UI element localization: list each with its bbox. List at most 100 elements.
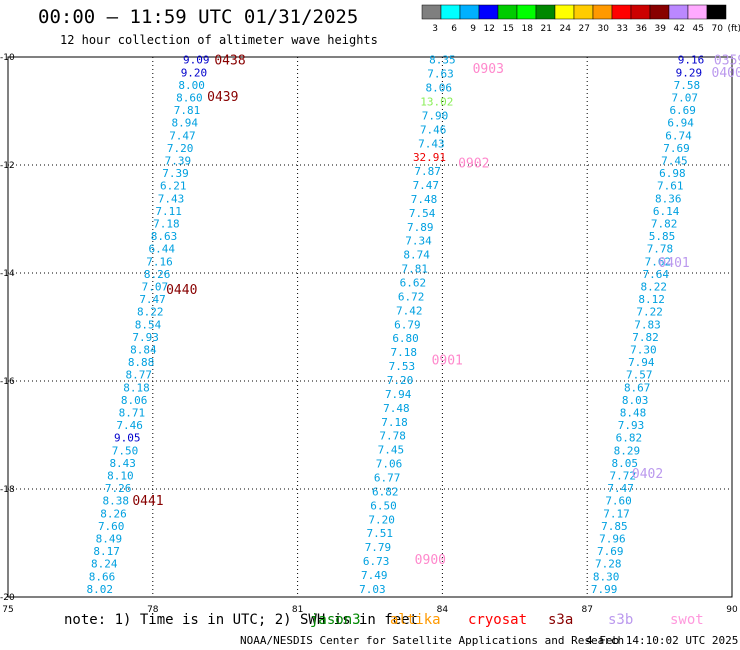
colorbar-label: 33 <box>617 24 628 34</box>
colorbar-swatch <box>478 4 499 20</box>
axes: 75 78 81 84 87 90 -10 -12 -14 -16 -18 -20 <box>0 53 738 615</box>
wave-height-label: 7.94 <box>385 388 412 401</box>
x-tick-label: 81 <box>292 605 303 615</box>
colorbar-swatch <box>421 4 442 20</box>
wave-height-label: 8.48 <box>620 407 647 420</box>
colorbar-label: 24 <box>560 24 572 34</box>
wave-height-label: 7.20 <box>167 142 194 155</box>
time-labels: 0438 0439 0440 0441 0903 0902 0901 0900 03590400… <box>132 54 740 569</box>
wave-height-label: 7.49 <box>361 569 388 582</box>
pass-time-label: 0900 <box>415 553 446 568</box>
wave-height-label: 7.47 <box>607 482 634 495</box>
wave-height-label: 7.99 <box>591 583 618 596</box>
footer-credit: NOAA/NESDIS Center for Satellite Applica… <box>240 634 625 647</box>
wave-height-label: 8.06 <box>425 82 452 95</box>
wave-height-label: 7.60 <box>605 495 632 508</box>
colorbar-label: 45 <box>693 24 704 34</box>
x-tick-label: 90 <box>726 605 738 615</box>
wave-height-label: 13.02 <box>420 95 453 108</box>
wave-height-label: 7.30 <box>630 344 657 357</box>
colorbar-swatch <box>459 4 480 20</box>
wave-height-label: 7.69 <box>663 142 690 155</box>
wave-height-label: 7.83 <box>634 318 661 331</box>
wave-height-label: 8.26 <box>100 507 127 520</box>
units-note: note: 1) Time is in UTC; 2) SWH is in fe… <box>64 612 419 628</box>
wave-height-label: 7.46 <box>116 419 143 432</box>
wave-height-label: 7.43 <box>158 192 185 205</box>
x-tick-label: 84 <box>437 605 449 615</box>
wave-height-label: 8.60 <box>176 92 203 105</box>
wave-height-label: 8.29 <box>614 444 641 457</box>
colorbar-label: 6 <box>451 24 457 34</box>
wave-height-label: 8.77 <box>126 369 153 382</box>
colorbar-swatch <box>497 4 518 20</box>
wave-height-label: 8.22 <box>137 306 164 319</box>
colorbar-swatch <box>668 4 689 20</box>
colorbar-label: 3 <box>432 24 438 34</box>
wave-height-label: 7.50 <box>112 444 139 457</box>
wave-height-label: 7.72 <box>609 470 636 483</box>
wave-height-label: 7.48 <box>383 402 410 415</box>
pass-time-label: 0402 <box>632 467 663 482</box>
wave-height-label: 6.21 <box>160 180 187 193</box>
wave-height-label: 7.94 <box>628 356 655 369</box>
wave-height-label: 7.06 <box>376 458 403 471</box>
wave-height-label: 9.20 <box>181 66 208 79</box>
wave-height-label: 7.54 <box>409 207 436 220</box>
wave-height-label: 7.79 <box>365 541 392 554</box>
y-tick-label: -12 <box>0 161 15 171</box>
wave-height-label: 8.22 <box>640 281 667 294</box>
wave-height-label: 7.63 <box>427 68 454 81</box>
wave-height-label: 8.66 <box>89 570 116 583</box>
colorbar-swatch <box>649 4 670 20</box>
wave-height-label: 9.29 <box>676 66 703 79</box>
pass-time-label: 0441 <box>132 494 163 509</box>
colorbar-unit: (ft) <box>727 24 740 34</box>
wave-height-label: 7.07 <box>142 281 169 294</box>
wave-height-label: 7.07 <box>672 92 699 105</box>
wave-height-label: 8.84 <box>130 344 157 357</box>
wave-height-label: 8.49 <box>96 533 123 546</box>
wave-height-label: 7.46 <box>420 123 447 136</box>
color-scale-legend: 3 6 9 12 15 18 21 24 27 30 33 36 39 42 45 70 (ft) <box>421 4 740 34</box>
colorbar-swatch <box>535 4 556 20</box>
pass-time-label: 0901 <box>432 353 463 368</box>
colorbar-label: 70 <box>712 24 724 34</box>
wave-height-label: 7.85 <box>601 520 628 533</box>
wave-height-label: 6.50 <box>370 499 397 512</box>
wave-height-label: 7.11 <box>155 205 182 218</box>
wave-height-label: 8.17 <box>93 545 120 558</box>
wave-height-label: 8.94 <box>171 117 198 130</box>
wave-height-label: 7.82 <box>632 331 659 344</box>
mission-label-altika: altika <box>390 612 441 628</box>
wave-height-label: 8.05 <box>612 457 639 470</box>
wave-height-label: 7.28 <box>595 558 622 571</box>
wave-height-label: 7.78 <box>379 430 406 443</box>
wave-height-label: 7.89 <box>407 221 434 234</box>
pass-time-label: 0902 <box>458 156 489 171</box>
colorbar-swatch <box>630 4 651 20</box>
wave-height-label: 6.44 <box>149 243 176 256</box>
colorbar-swatch <box>687 4 708 20</box>
wave-height-label: 8.30 <box>593 570 620 583</box>
wave-height-label: 6.73 <box>363 555 390 568</box>
colorbar-swatch <box>592 4 613 20</box>
wave-height-label: 7.39 <box>165 155 192 168</box>
y-tick-label: -16 <box>0 377 15 387</box>
colorbar-label: 12 <box>484 24 495 34</box>
colorbar-swatch <box>554 4 575 20</box>
colorbar-label: 21 <box>541 24 552 34</box>
footer-timestamp: 4 Feb 14:10:02 UTC 2025 <box>586 634 739 647</box>
wave-height-label: 8.35 <box>429 54 456 67</box>
wave-height-label: 7.96 <box>599 533 626 546</box>
x-tick-label: 78 <box>147 605 159 615</box>
wave-height-label: 7.45 <box>378 444 405 457</box>
wave-height-label: 7.81 <box>402 263 429 276</box>
wave-height-label: 6.72 <box>398 290 425 303</box>
colorbar-swatch <box>706 4 727 20</box>
wave-height-label: 8.54 <box>135 318 162 331</box>
pass-time-label: 0400 <box>712 66 740 81</box>
wave-height-label: 6.62 <box>400 277 427 290</box>
wave-height-label: 7.58 <box>674 79 701 92</box>
wave-height-label: 7.64 <box>643 268 670 281</box>
